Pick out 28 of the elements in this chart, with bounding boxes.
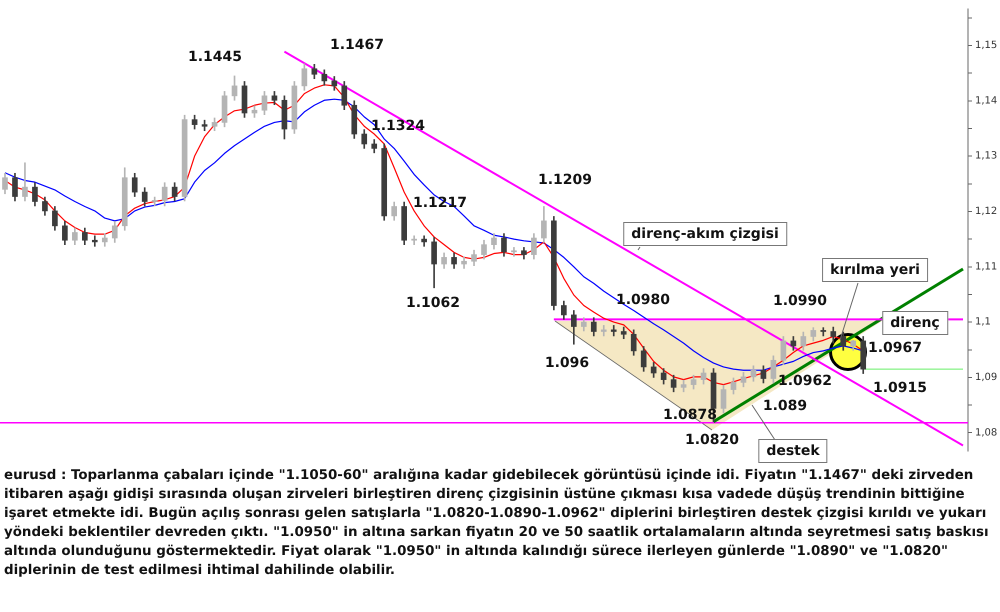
annotation: 1.0820 [684, 432, 740, 448]
series-label: direnç-akım çizgisi [623, 222, 787, 246]
y-tick-label: 1,09 [975, 372, 998, 384]
annotation: 1.1062 [406, 294, 460, 311]
candlestick [202, 120, 208, 132]
y-tick-label: 1,1 [975, 316, 991, 328]
y-tick-label: 1,12 [975, 206, 998, 218]
annotation: kırılma yeri [822, 258, 928, 282]
annotation: 1.1467 [330, 37, 384, 53]
y-tick-label: 1,11 [975, 261, 998, 272]
series-label: direnç [882, 311, 948, 335]
annotation: 1.096 [544, 355, 590, 371]
y-tick-label: 1,13 [975, 150, 998, 162]
candlestick [511, 247, 517, 257]
annotation: 1.0990 [772, 292, 828, 309]
annotation: 1.089 [762, 398, 808, 414]
annotation: 1.1209 [538, 172, 592, 188]
candlestick [22, 162, 28, 202]
annotation: 1.0967 [868, 340, 922, 356]
annotation: 1.0980 [616, 292, 670, 308]
text: eurusd : Toparlanma çabaları içinde "1.1050-60" aralığına kadar gidebilecek görüntüsü içinde idi. Fiyatın "1.1467" deki zirveden itibaren aşağı gidişi sırasında oluşan zirveleri birleştiren direnç çizgisinin üstüne çıkması kısa vadede düşüş trendinin bittiğine işaret etmekte idi. Bugün açılış sonrası gelen satışlarla "1.0820-1.0890-1.0962" diplerini birleştiren destek çizgisi kırıldı ve yukarı yöndeki beklentiler devreden çıktı. "1.0950" in altına sarkan fiyatın 20 ve 50 saatlik ortalamaların altında seyretmesi satış baskısı altında olunduğunu göstermektedir. Fiyat olarak "1.0950" in altında kalındığı sürece ilerleyen günlerde "1.0890" ve "1.0820" diplerinin de test edilmesi ihtimal dahilinde olabilir. [4, 467, 990, 580]
annotation: 1.0962 [778, 373, 832, 390]
y-tick-label: 1,08 [975, 427, 998, 438]
text: destek [758, 439, 828, 463]
annotation: 1.0915 [872, 380, 928, 396]
y-tick-label: 1,14 [975, 95, 998, 106]
annotation: 1.1445 [188, 49, 242, 65]
y-tick-label: 1,15 [975, 40, 998, 52]
